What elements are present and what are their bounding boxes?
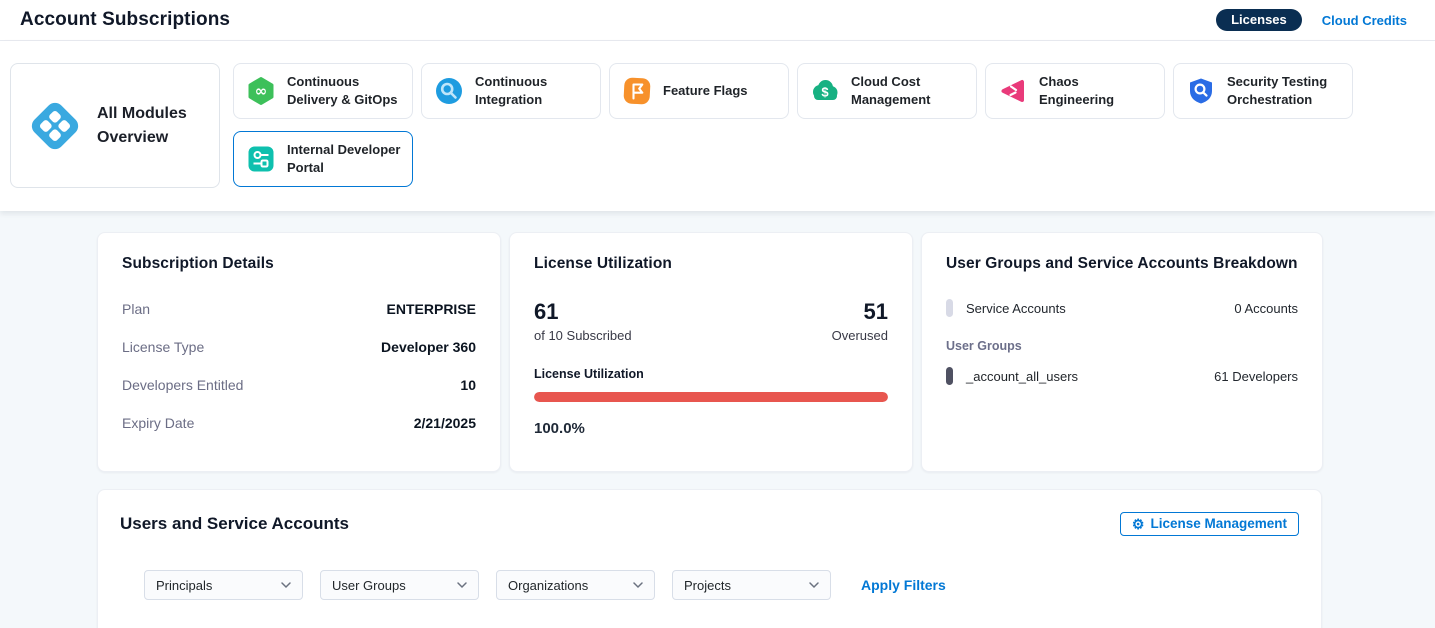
filter-label: User Groups	[332, 577, 406, 593]
row-label: Service Accounts	[966, 300, 1066, 316]
detail-row-plan: Plan ENTERPRISE	[122, 301, 476, 317]
filter-label: Principals	[156, 577, 213, 593]
chevron-down-icon	[809, 582, 819, 589]
all-modules-overview-label: All Modules Overview	[97, 104, 187, 146]
module-card-continuous-delivery-gitops[interactable]: ∞ Continuous Delivery & GitOps	[233, 63, 413, 119]
module-label: Internal Developer Portal	[287, 142, 401, 175]
utilization-bar-fill	[534, 392, 888, 402]
top-bar: Account Subscriptions Licenses Cloud Cre…	[0, 0, 1435, 41]
module-grid: ∞ Continuous Delivery & GitOps Continuou…	[233, 63, 1393, 187]
user-group-marker	[946, 367, 953, 385]
utilization-percent: 100.0%	[534, 420, 585, 437]
detail-label: Expiry Date	[122, 415, 195, 431]
filters-row: Principals User Groups Organizations Pro…	[144, 570, 1299, 600]
feature-flags-icon	[622, 76, 652, 106]
projects-filter-select[interactable]: Projects	[672, 570, 831, 600]
license-management-button[interactable]: ⚙ License Management	[1119, 512, 1299, 536]
subscription-details-card: Subscription Details Plan ENTERPRISE Lic…	[97, 232, 501, 472]
module-card-feature-flags[interactable]: Feature Flags	[609, 63, 789, 119]
users-service-accounts-card: Users and Service Accounts ⚙ License Man…	[97, 489, 1322, 628]
module-label: Continuous Delivery & GitOps	[287, 74, 398, 107]
principals-filter-select[interactable]: Principals	[144, 570, 303, 600]
detail-row-license-type: License Type Developer 360	[122, 339, 476, 355]
page-title: Account Subscriptions	[20, 9, 231, 30]
chaos-engineering-icon	[998, 76, 1028, 106]
top-tabs: Licenses Cloud Credits	[1216, 9, 1407, 31]
module-label: Continuous Integration	[475, 74, 548, 107]
all-modules-overview-card[interactable]: All Modules Overview	[10, 63, 220, 188]
overused-count: 51	[863, 299, 888, 324]
detail-value: ENTERPRISE	[386, 301, 476, 317]
service-accounts-marker	[946, 299, 953, 317]
module-label: Security Testing Orchestration	[1227, 74, 1328, 107]
all-modules-icon	[27, 98, 83, 154]
detail-value: 2/21/2025	[413, 415, 476, 431]
detail-label: Plan	[122, 301, 151, 317]
detail-label: License Type	[122, 339, 205, 355]
detail-row-expiry-date: Expiry Date 2/21/2025	[122, 415, 476, 431]
utilization-bar-track	[534, 392, 888, 402]
detail-value: Developer 360	[381, 339, 476, 355]
card-title: User Groups and Service Accounts Breakdo…	[946, 255, 1298, 272]
summary-cards-row: Subscription Details Plan ENTERPRISE Lic…	[97, 232, 1435, 472]
card-title: License Utilization	[534, 255, 672, 272]
row-value: 0 Accounts	[1234, 300, 1298, 316]
users-card-title: Users and Service Accounts	[120, 514, 349, 533]
card-title: Subscription Details	[122, 255, 274, 272]
security-testing-orchestration-icon	[1186, 76, 1216, 106]
organizations-filter-select[interactable]: Organizations	[496, 570, 655, 600]
continuous-delivery-icon: ∞	[246, 76, 276, 106]
internal-developer-portal-icon	[246, 144, 276, 174]
module-label: Cloud Cost Management	[851, 74, 931, 107]
continuous-integration-icon	[434, 76, 464, 106]
detail-row-developers-entitled: Developers Entitled 10	[122, 377, 476, 393]
subscribed-block: 61 of 10 Subscribed	[534, 299, 632, 343]
filter-label: Organizations	[508, 577, 589, 593]
user-groups-filter-select[interactable]: User Groups	[320, 570, 479, 600]
user-groups-heading: User Groups	[946, 339, 1022, 353]
module-card-cloud-cost-management[interactable]: $ Cloud Cost Management	[797, 63, 977, 119]
svg-text:∞: ∞	[255, 82, 268, 100]
overused-caption: Overused	[831, 328, 888, 343]
license-management-label: License Management	[1150, 516, 1287, 531]
overused-block: 51 Overused	[832, 299, 888, 343]
module-card-chaos-engineering[interactable]: Chaos Engineering	[985, 63, 1165, 119]
chevron-down-icon	[281, 582, 291, 589]
modules-band: All Modules Overview ∞ Continuous Delive…	[0, 41, 1435, 211]
subscribed-caption: of 10 Subscribed	[534, 328, 632, 343]
cloud-cost-management-icon: $	[810, 76, 840, 106]
chevron-down-icon	[457, 582, 467, 589]
utilization-bar-label: License Utilization	[534, 367, 644, 381]
license-utilization-numbers: 61 of 10 Subscribed 51 Overused	[534, 299, 888, 343]
apply-filters-link[interactable]: Apply Filters	[861, 577, 946, 593]
user-group-row: _account_all_users 61 Developers	[946, 367, 1298, 385]
module-card-security-testing-orchestration[interactable]: Security Testing Orchestration	[1173, 63, 1353, 119]
gear-icon: ⚙	[1131, 515, 1145, 532]
filter-label: Projects	[684, 577, 731, 593]
svg-text:$: $	[821, 85, 829, 100]
service-accounts-row: Service Accounts 0 Accounts	[946, 299, 1298, 317]
detail-value: 10	[460, 377, 476, 393]
users-card-header: Users and Service Accounts ⚙ License Man…	[120, 512, 1299, 536]
detail-label: Developers Entitled	[122, 377, 244, 393]
chevron-down-icon	[633, 582, 643, 589]
subscribed-count: 61	[534, 299, 559, 324]
license-utilization-card: License Utilization 61 of 10 Subscribed …	[509, 232, 913, 472]
module-label: Feature Flags	[663, 83, 748, 99]
breakdown-card: User Groups and Service Accounts Breakdo…	[921, 232, 1323, 472]
content-area: Subscription Details Plan ENTERPRISE Lic…	[0, 211, 1435, 628]
row-label: _account_all_users	[966, 368, 1079, 384]
module-label: Chaos Engineering	[1039, 74, 1115, 107]
row-value: 61 Developers	[1214, 368, 1298, 384]
module-card-internal-developer-portal[interactable]: Internal Developer Portal	[233, 131, 413, 187]
module-card-continuous-integration[interactable]: Continuous Integration	[421, 63, 601, 119]
tab-cloud-credits[interactable]: Cloud Credits	[1321, 12, 1407, 28]
tab-licenses[interactable]: Licenses	[1216, 9, 1302, 31]
